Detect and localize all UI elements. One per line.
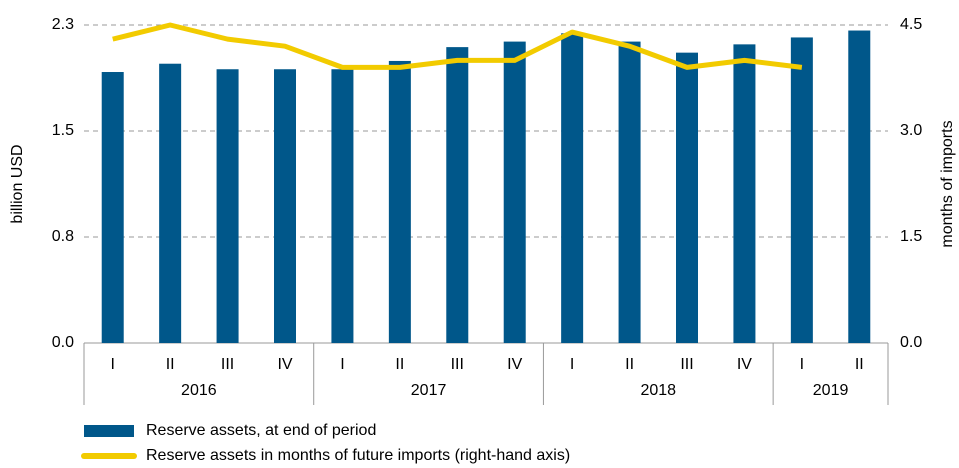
line	[112, 22, 803, 70]
legend-swatch	[84, 425, 134, 437]
x-tick-label: I	[340, 356, 344, 373]
y-tick-label: 2.3	[52, 16, 74, 33]
bar	[733, 44, 756, 344]
bar	[101, 72, 124, 343]
y2-axis-title: months of imports	[939, 120, 956, 247]
y-axis-title: billion USD	[9, 144, 26, 223]
x-tick-label: IV	[507, 356, 522, 373]
bar	[503, 41, 526, 343]
y2-tick-label: 4.5	[900, 16, 922, 33]
group-label: 2017	[411, 382, 447, 399]
x-tick-label: III	[451, 356, 464, 373]
bar	[676, 52, 698, 344]
x-tick-label: II	[855, 356, 864, 373]
bar	[331, 69, 354, 344]
group-label: 2019	[813, 382, 849, 399]
x-tick-label: II	[166, 356, 175, 373]
bar	[446, 47, 469, 344]
x-tick-label: III	[680, 356, 693, 373]
y2-tick-label: 1.5	[900, 228, 922, 245]
y-tick-label: 0.8	[52, 228, 74, 245]
y-tick-label: 0.0	[52, 334, 74, 351]
x-tick-label: I	[570, 356, 574, 373]
x-tick-label: IV	[277, 356, 292, 373]
y-tick-label: 1.5	[52, 122, 74, 139]
bar	[216, 69, 239, 344]
legend-label: Reserve assets in months of future impor…	[146, 447, 570, 464]
x-tick-label: II	[625, 356, 634, 373]
group-label: 2018	[640, 382, 676, 399]
bar	[618, 41, 641, 343]
x-tick-label: II	[395, 356, 404, 373]
bar	[274, 69, 296, 344]
y2-tick-label: 0.0	[900, 334, 922, 351]
y2-tick-label: 3.0	[900, 122, 922, 139]
x-tick-label: III	[221, 356, 234, 373]
x-tick-label: IV	[737, 356, 752, 373]
x-tick-label: I	[800, 356, 804, 373]
bar	[159, 63, 182, 343]
legend-label: Reserve assets, at end of period	[146, 422, 376, 439]
bar	[388, 60, 411, 344]
group-label: 2016	[181, 382, 217, 399]
bar	[561, 33, 584, 343]
bar	[848, 30, 871, 344]
bar	[790, 37, 813, 343]
x-tick-label: I	[110, 356, 114, 373]
